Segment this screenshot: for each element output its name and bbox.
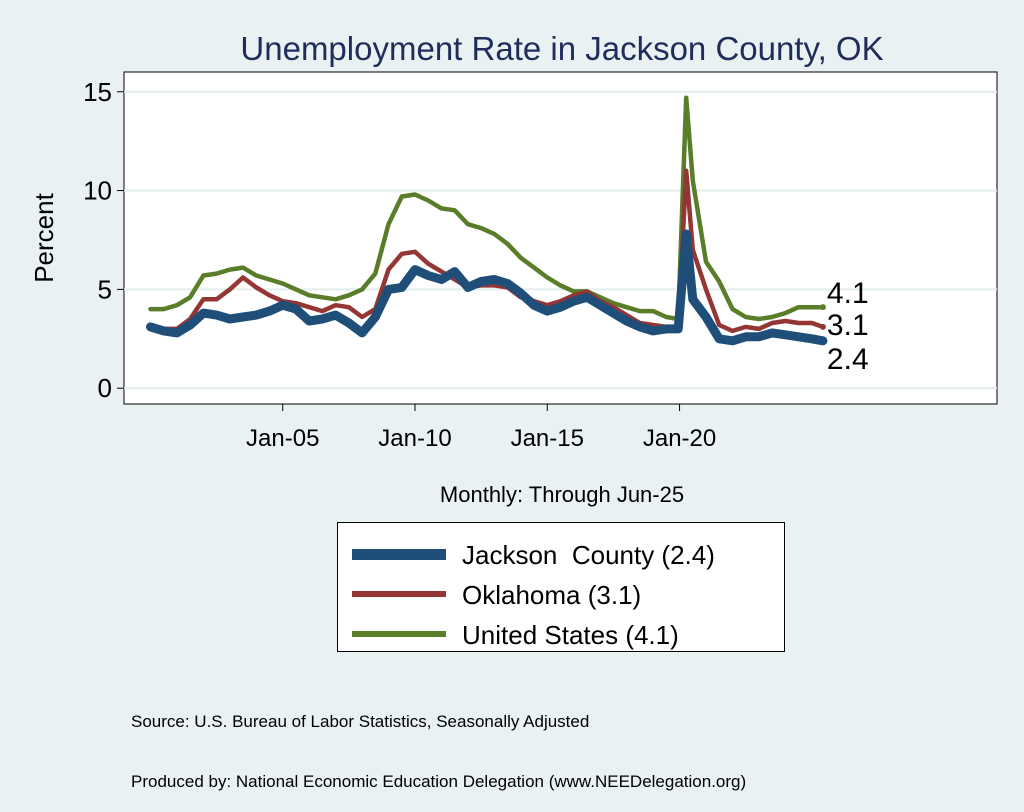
legend-swatch-jackson [352,549,446,560]
y-axis-label: Percent [29,192,59,282]
legend: Jackson County (2.4) Oklahoma (3.1) Unit… [337,522,785,652]
plot-area [123,71,998,405]
series-line-1 [148,168,826,334]
x-tick-label-Jan-10: Jan-10 [378,425,451,452]
legend-label-jackson: Jackson County (2.4) [462,540,715,570]
legend-item-jackson: Jackson County (2.4) [338,535,784,575]
end-point-2 [819,304,826,311]
end-label-1: 3.1 [827,309,869,342]
legend-item-us: United States (4.1) [338,615,784,655]
source-line: Source: U.S. Bureau of Labor Statistics,… [131,712,590,731]
end-point-1 [819,323,826,330]
end-label-0: 2.4 [827,343,869,376]
legend-label-us: United States (4.1) [462,620,679,650]
x-tick-label-Jan-20: Jan-20 [643,425,716,452]
chart-title: Unemployment Rate in Jackson County, OK [240,30,883,67]
x-axis-subtitle: Monthly: Through Jun-25 [440,482,684,507]
end-point-0 [819,337,826,344]
chart-canvas: Unemployment Rate in Jackson County, OK … [29,30,998,507]
end-label-2: 4.1 [827,277,869,310]
y-tick-label-15: 15 [83,77,112,107]
x-axis: Jan-05 Jan-10 Jan-15 Jan-20 [246,404,716,452]
gridlines [124,90,997,390]
legend-swatch-oklahoma [352,591,446,597]
series-lines [146,95,828,346]
x-tick-label-Jan-05: Jan-05 [246,425,319,452]
legend-swatch-us [352,631,446,637]
series-line-2 [148,95,826,322]
end-labels: 2.43.14.1 [819,277,869,376]
y-axis: 0 5 10 15 [83,77,124,403]
legend-label-oklahoma: Oklahoma (3.1) [462,580,642,610]
source-note: Source: U.S. Bureau of Labor Statistics,… [131,672,746,812]
x-tick-label-Jan-15: Jan-15 [511,425,584,452]
y-tick-label-0: 0 [98,373,112,403]
series-line-0 [146,229,828,346]
y-tick-label-5: 5 [98,274,112,304]
y-tick-label-10: 10 [83,176,112,206]
produced-by-line: Produced by: National Economic Education… [131,772,747,791]
legend-item-oklahoma: Oklahoma (3.1) [338,575,784,615]
